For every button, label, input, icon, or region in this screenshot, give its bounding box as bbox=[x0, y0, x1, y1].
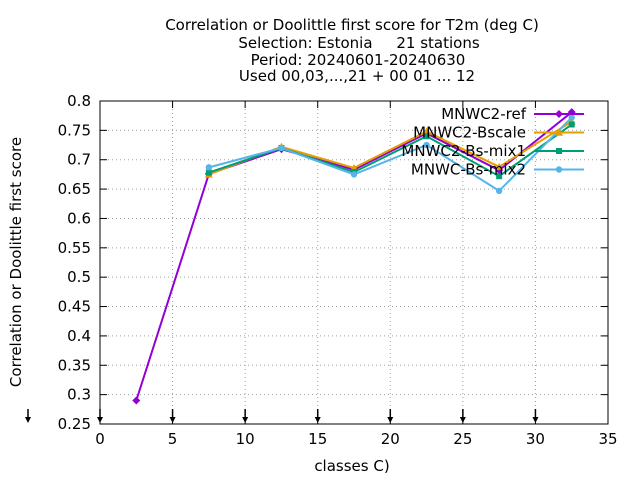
arrow-marker-outside-head bbox=[25, 417, 31, 423]
y-tick-label: 0.8 bbox=[67, 92, 91, 110]
arrow-marker-head bbox=[314, 417, 321, 423]
title-line-3: Period: 20240601-20240630 bbox=[251, 51, 466, 69]
arrow-marker-head bbox=[532, 417, 539, 423]
arrow-marker-head bbox=[387, 417, 394, 423]
series-lines bbox=[132, 108, 576, 405]
arrow-marker-head bbox=[169, 417, 176, 423]
data-point-mnwc-bs-mix2 bbox=[350, 171, 358, 178]
data-point-mnwc-bs-mix2 bbox=[423, 141, 430, 149]
data-point-mnwc2-bscale bbox=[422, 127, 431, 135]
title-line-4: Used 00,03,...,21 + 00 01 ... 12 bbox=[239, 67, 475, 85]
data-point-mnwc-bs-mix2 bbox=[205, 164, 213, 171]
data-point-mnwc-bs-mix2 bbox=[278, 144, 285, 152]
legend-label-mnwc2-bscale: MNWC2-Bscale bbox=[413, 124, 526, 142]
y-tick-label: 0.25 bbox=[58, 415, 91, 433]
tick-labels: 0.25 0.3 0.35 0.4 0.45 0.5 0.55 0.6 0.65 0.7 0.75 0… bbox=[58, 92, 618, 448]
legend-entry-mnwc-bs-mix2: MNWC-Bs-mix2 bbox=[411, 161, 584, 179]
title-line-2: Selection: Estonia 21 stations bbox=[238, 34, 479, 52]
legend-entry-mnwc2-ref: MNWC2-ref bbox=[441, 105, 584, 123]
data-point-mnwc-bs-mix2 bbox=[568, 114, 575, 121]
data-point-mnwc2-bs-mix1 bbox=[496, 173, 503, 180]
data-point-mnwc2-bscale bbox=[495, 162, 504, 170]
data-point-mnwc2-bs-mix1 bbox=[205, 169, 212, 176]
y-tick-label: 0.65 bbox=[58, 180, 91, 198]
x-tick-label: 20 bbox=[381, 430, 400, 448]
legend-marker-mnwc2-bscale bbox=[555, 128, 563, 136]
data-point-mnwc-bs-mix2 bbox=[495, 187, 503, 195]
legend-marker-mnwc2-ref bbox=[555, 110, 563, 118]
legend-marker-mnwc2-bs-mix1 bbox=[556, 148, 562, 154]
y-tick-label: 0.75 bbox=[58, 121, 91, 139]
y-tick-label: 0.45 bbox=[58, 298, 91, 316]
plot-frame bbox=[99, 100, 609, 425]
y-tick-label: 0.3 bbox=[67, 386, 91, 404]
y-tick-label: 0.55 bbox=[58, 239, 91, 257]
x-tick-label: 15 bbox=[308, 430, 327, 448]
data-point-mnwc2-bs-mix1 bbox=[568, 121, 575, 128]
x-tick-label: 25 bbox=[453, 430, 472, 448]
series-line-mnwc-bs-mix2 bbox=[208, 116, 573, 193]
y-tick-label: 0.6 bbox=[67, 209, 91, 227]
y-tick-label: 0.5 bbox=[67, 268, 91, 286]
y-axis-label: Correlation or Doolittle first score bbox=[7, 137, 25, 387]
legend-label-mnwc2-bs-mix1: MNWC2-Bs-mix1 bbox=[401, 142, 526, 160]
y-tick-label: 0.35 bbox=[58, 356, 91, 374]
legend: MNWC2-refMNWC2-BscaleMNWC2-Bs-mix1MNWC-B… bbox=[401, 105, 584, 179]
series-mnwc-bs-mix2 bbox=[205, 114, 575, 195]
legend-label-mnwc2-ref: MNWC2-ref bbox=[441, 105, 526, 123]
x-tick-label: 10 bbox=[236, 430, 255, 448]
grid bbox=[99, 100, 609, 425]
legend-marker-mnwc-bs-mix2 bbox=[555, 166, 563, 173]
data-point-mnwc2-bs-mix1 bbox=[423, 133, 430, 140]
x-tick-label: 35 bbox=[598, 430, 617, 448]
y-tick-label: 0.7 bbox=[67, 151, 91, 169]
arrow-marker-head bbox=[97, 417, 103, 423]
x-tick-label: 0 bbox=[95, 430, 105, 448]
legend-label-mnwc-bs-mix2: MNWC-Bs-mix2 bbox=[411, 161, 526, 179]
x-axis-label: classes C) bbox=[314, 457, 389, 475]
legend-entry-mnwc2-bscale: MNWC2-Bscale bbox=[413, 124, 584, 142]
data-point-mnwc2-ref bbox=[132, 396, 141, 405]
arrow-marker-head bbox=[242, 417, 249, 423]
x-tick-label: 30 bbox=[526, 430, 545, 448]
chart-title: Correlation or Doolittle first score for… bbox=[165, 16, 539, 85]
arrow-markers bbox=[25, 409, 539, 423]
title-line-1: Correlation or Doolittle first score for… bbox=[165, 16, 539, 34]
legend-entry-mnwc2-bs-mix1: MNWC2-Bs-mix1 bbox=[401, 142, 584, 160]
x-tick-label: 5 bbox=[168, 430, 178, 448]
arrow-marker-head bbox=[459, 417, 466, 423]
y-tick-label: 0.4 bbox=[67, 327, 91, 345]
axes bbox=[99, 100, 609, 425]
